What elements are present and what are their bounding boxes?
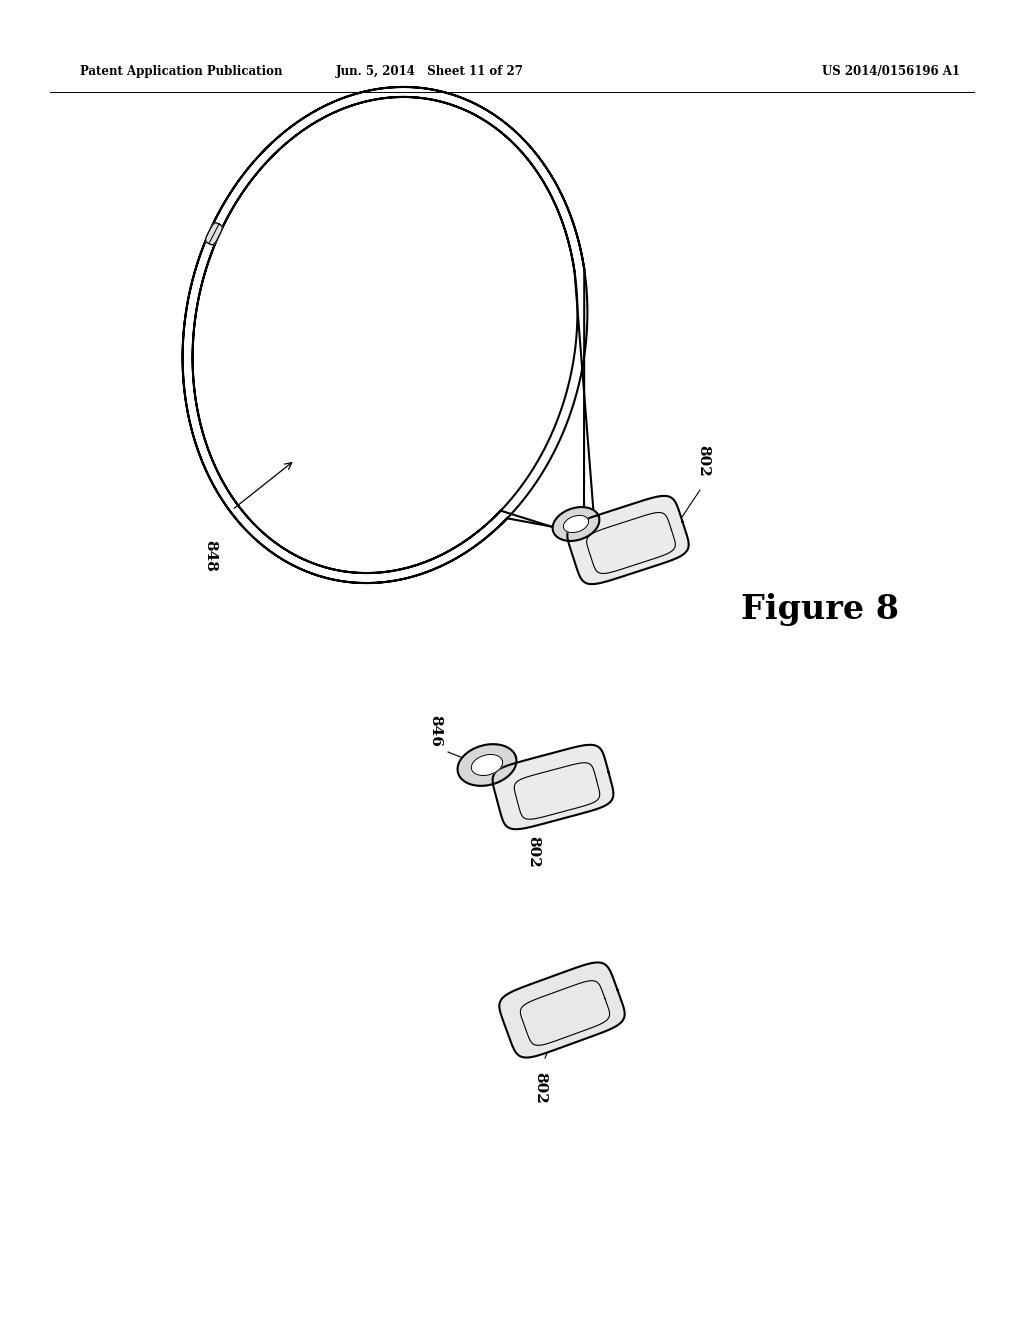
Text: Figure 8: Figure 8 bbox=[741, 594, 899, 627]
Text: US 2014/0156196 A1: US 2014/0156196 A1 bbox=[822, 66, 961, 78]
Polygon shape bbox=[471, 755, 503, 776]
Text: 802: 802 bbox=[534, 1072, 547, 1104]
Polygon shape bbox=[458, 744, 516, 785]
Text: Jun. 5, 2014   Sheet 11 of 27: Jun. 5, 2014 Sheet 11 of 27 bbox=[336, 66, 524, 78]
Polygon shape bbox=[553, 507, 599, 541]
Text: Patent Application Publication: Patent Application Publication bbox=[80, 66, 283, 78]
Text: 846: 846 bbox=[428, 715, 442, 747]
Polygon shape bbox=[493, 744, 613, 829]
Polygon shape bbox=[563, 515, 589, 532]
Text: 848: 848 bbox=[203, 540, 217, 572]
Polygon shape bbox=[567, 496, 689, 585]
Polygon shape bbox=[500, 962, 625, 1057]
Polygon shape bbox=[206, 223, 222, 244]
Text: 802: 802 bbox=[526, 836, 540, 867]
Text: 802: 802 bbox=[696, 445, 710, 477]
